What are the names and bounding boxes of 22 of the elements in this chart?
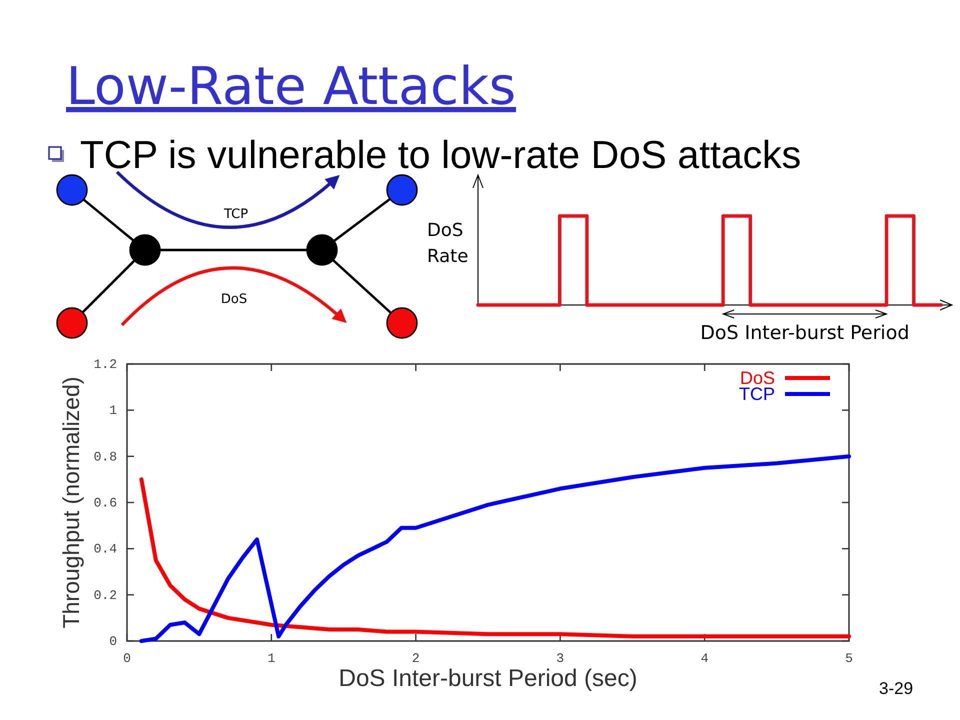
y-tick-label: 0.2 bbox=[94, 588, 117, 603]
y-axis-title: DoS Rate bbox=[427, 220, 468, 267]
text: DoS bbox=[220, 292, 248, 307]
y-tick-label: 0.8 bbox=[94, 449, 117, 464]
y-tick-label: 0 bbox=[109, 634, 117, 649]
x-tick-label: 2 bbox=[412, 651, 420, 666]
y-tick-label: 0.6 bbox=[94, 496, 117, 510]
y-tick-label: 0.4 bbox=[94, 542, 118, 557]
x-tick-label: 1 bbox=[267, 651, 276, 666]
text: 3-29 bbox=[879, 679, 914, 698]
x-tick-label: 0 bbox=[123, 651, 131, 666]
text: TCP is vulnerable to low-rate DoS attacks bbox=[80, 134, 802, 177]
x-tick-label: 3 bbox=[556, 651, 564, 666]
y-axis-title: Throughput (normalized) bbox=[58, 376, 84, 628]
x-tick-label: 4 bbox=[700, 651, 709, 666]
x-tick-label: 5 bbox=[845, 651, 853, 666]
text: DoS Inter-burst Period bbox=[700, 322, 910, 344]
text: TCP bbox=[222, 207, 248, 222]
text: Low-Rate Attacks bbox=[66, 57, 516, 117]
y-tick-label: 1.2 bbox=[94, 357, 117, 372]
x-axis-title: DoS Inter-burst Period (sec) bbox=[338, 665, 638, 692]
y-tick-label: 1 bbox=[109, 403, 118, 418]
